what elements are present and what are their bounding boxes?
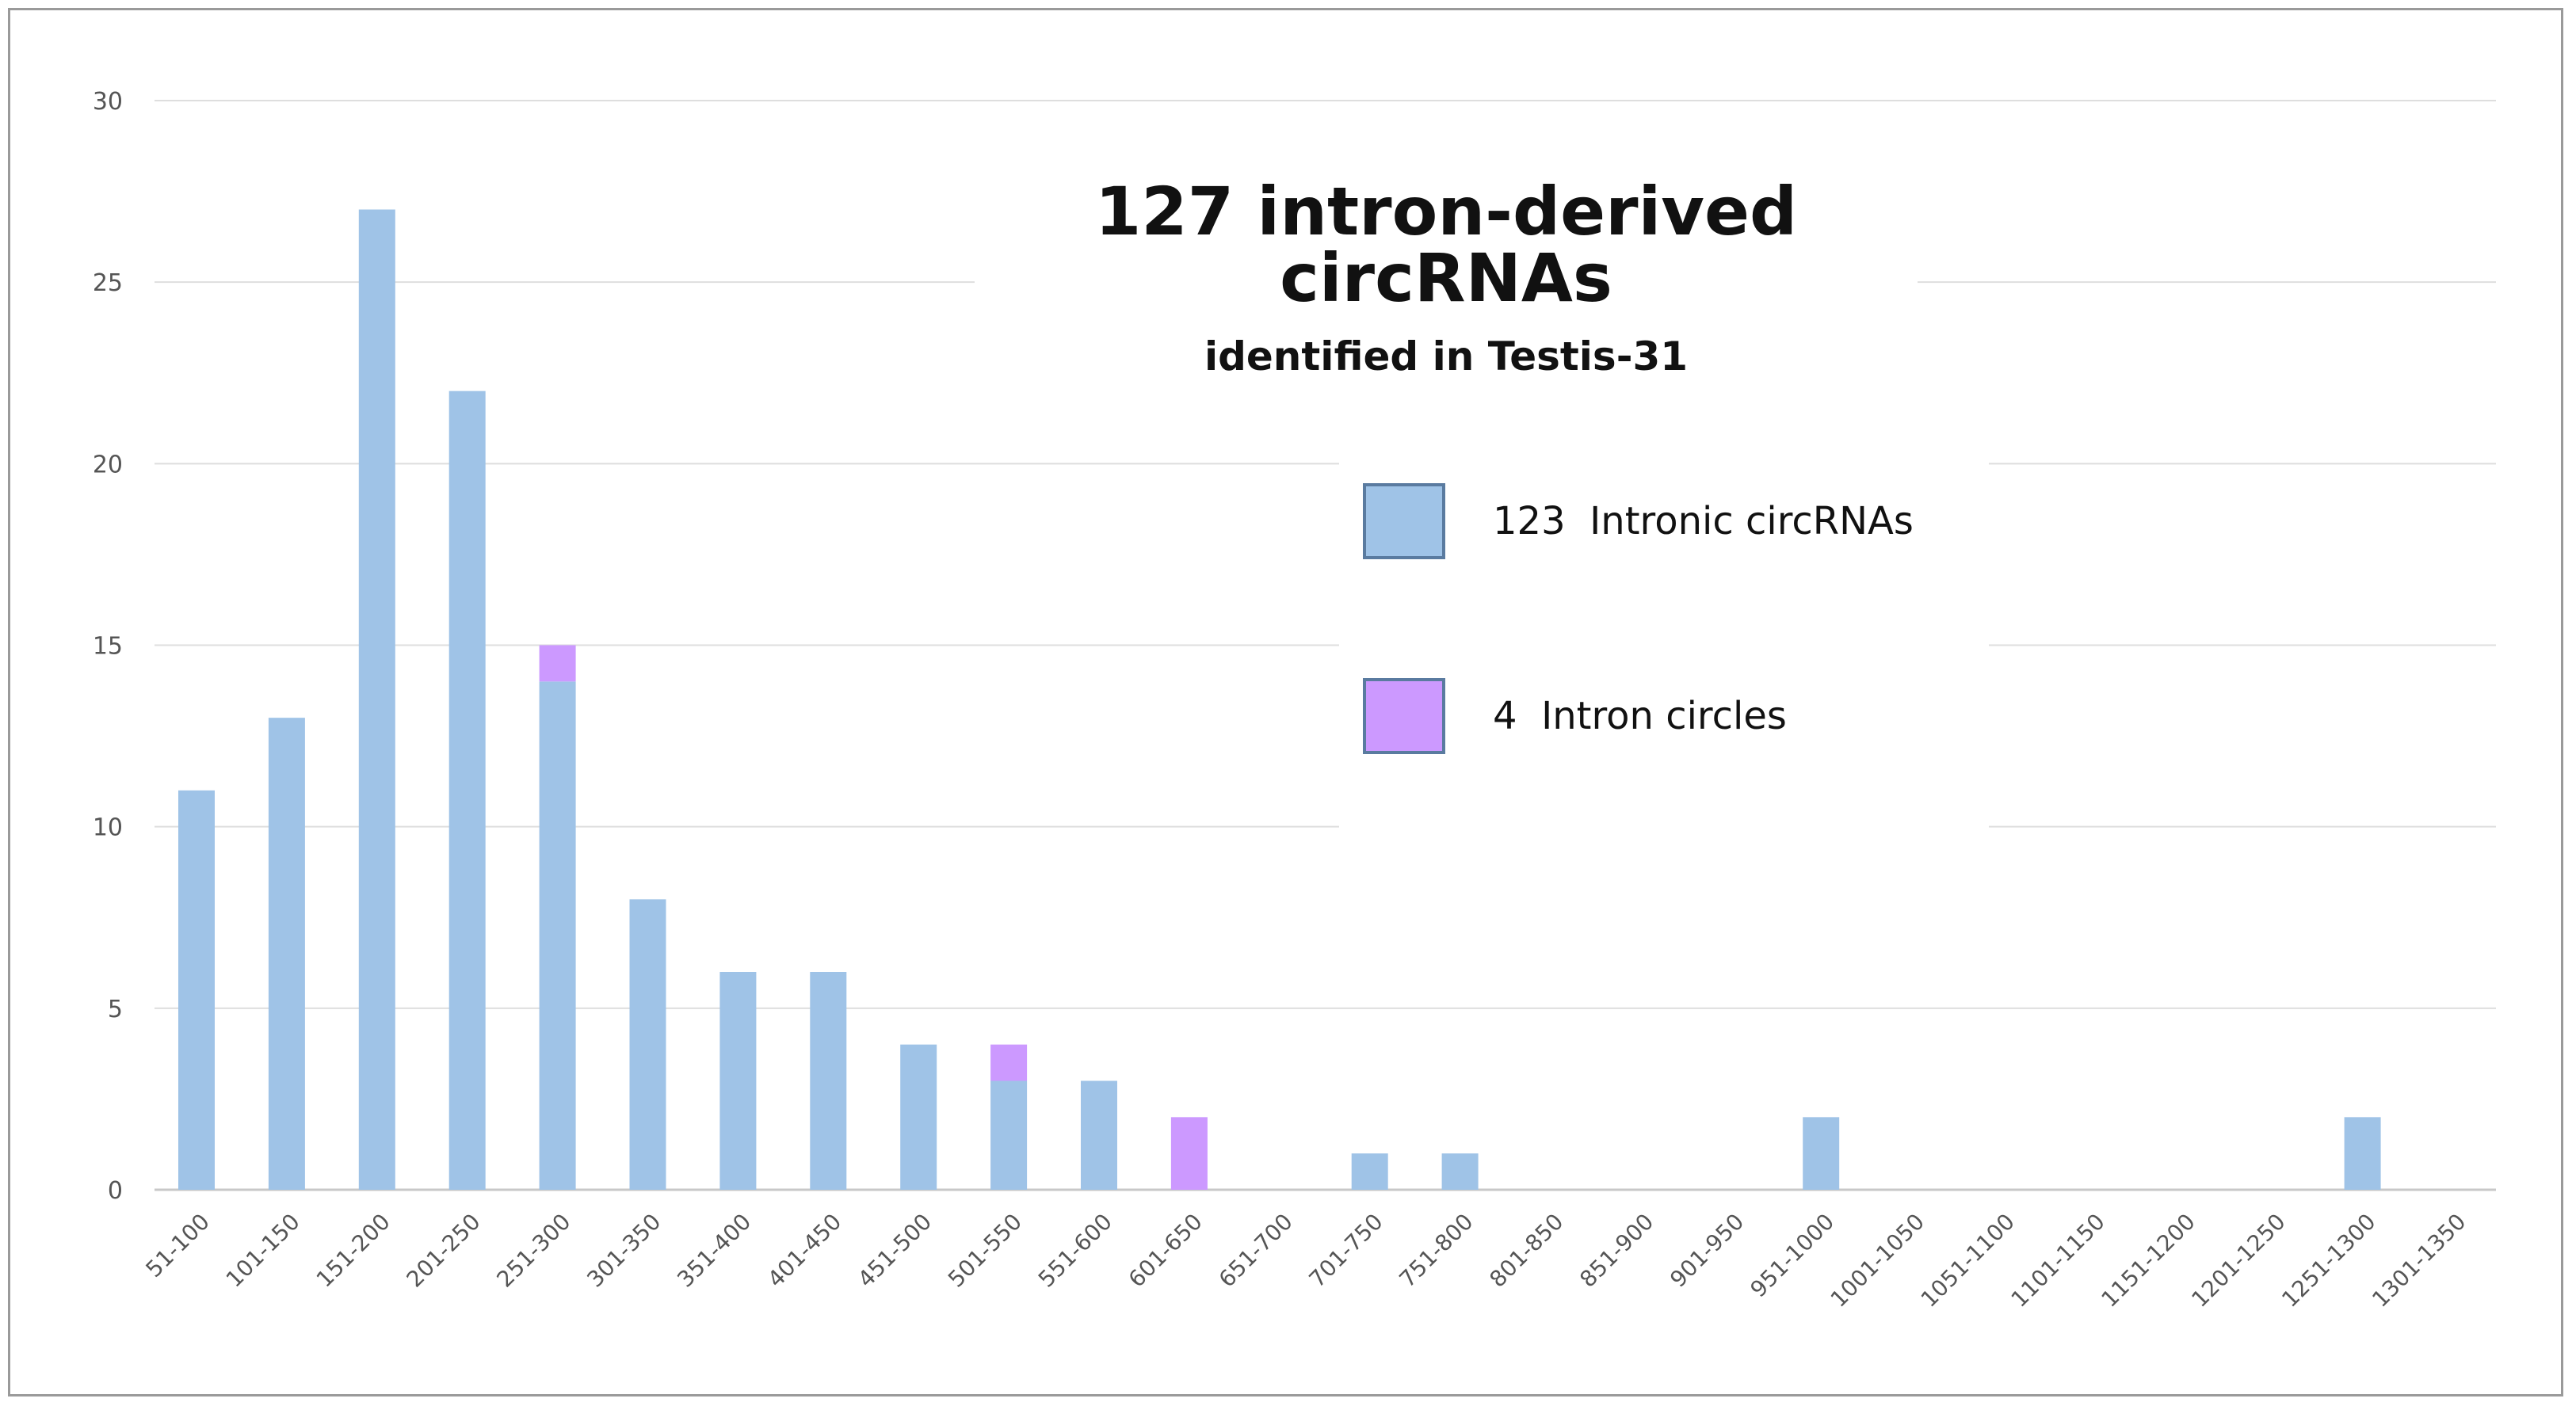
x-tick-label: 501-550 — [943, 1209, 1027, 1293]
bar-intronic — [990, 1080, 1028, 1190]
bar-intronic — [1351, 1153, 1388, 1190]
x-tick-label: 1251-1300 — [2276, 1209, 2380, 1313]
x-tick-label: 801-850 — [1484, 1209, 1568, 1293]
legend-count: 123 — [1493, 499, 1566, 543]
x-tick-label: 301-350 — [582, 1209, 666, 1293]
bar-intron-circle — [1170, 1117, 1208, 1190]
chart-title: 127 intron-derived circRNAs — [1094, 173, 1798, 317]
bar-intronic — [1441, 1153, 1479, 1190]
x-tick-label: 51-100 — [140, 1209, 214, 1282]
y-tick-label: 0 — [108, 1177, 123, 1205]
x-tick-label: 901-950 — [1665, 1209, 1749, 1293]
x-tick-label: 201-250 — [402, 1209, 486, 1293]
y-tick-label: 20 — [93, 451, 123, 478]
legend-label-intronic: 123 Intronic circRNAs — [1493, 499, 1914, 543]
x-tick-label: 101-150 — [221, 1209, 305, 1293]
bar-intronic — [629, 899, 666, 1190]
bar-intronic — [810, 972, 847, 1190]
bar-intron-circle — [539, 645, 576, 682]
x-tick-label: 651-700 — [1214, 1209, 1298, 1293]
x-tick-label: 1301-1350 — [2367, 1209, 2471, 1313]
legend-item-intronic: 123 Intronic circRNAs — [1363, 483, 1914, 559]
x-tick-label: 1101-1150 — [2006, 1209, 2110, 1313]
bar-intronic — [1081, 1080, 1117, 1190]
legend-swatch-intronic — [1363, 483, 1445, 559]
y-tick-label: 5 — [108, 996, 123, 1023]
bar-intronic — [2344, 1117, 2381, 1190]
bar-intronic — [358, 209, 395, 1190]
y-tick-label: 30 — [93, 88, 123, 116]
bar-intronic — [1803, 1117, 1840, 1190]
legend: 123 Intronic circRNAs 4 Intron circles — [1339, 444, 1989, 840]
bar-intronic — [178, 790, 215, 1190]
x-tick-label: 951-1000 — [1745, 1209, 1839, 1303]
chart-subtitle: identified in Testis-31 — [1204, 333, 1689, 379]
y-tick-label: 10 — [93, 814, 123, 842]
bar-intronic — [900, 1044, 937, 1190]
bar-intronic — [539, 681, 576, 1190]
x-axis-ticks: 51-100 101-150 151-200 201-250 251-300 301-35… — [140, 1209, 2471, 1313]
x-tick-label: 401-450 — [762, 1209, 846, 1293]
y-axis-ticks: 0 5 10 15 20 25 30 — [93, 88, 123, 1205]
x-tick-label: 601-650 — [1124, 1209, 1208, 1293]
x-tick-label: 1051-1100 — [1916, 1209, 2020, 1313]
x-tick-label: 151-200 — [311, 1209, 395, 1293]
x-tick-label: 701-750 — [1304, 1209, 1388, 1293]
legend-count: 4 — [1493, 694, 1517, 738]
x-tick-label: 1151-1200 — [2096, 1209, 2200, 1313]
bars — [178, 209, 2381, 1191]
bar-intronic — [448, 391, 486, 1191]
x-tick-label: 451-500 — [853, 1209, 937, 1293]
x-tick-label: 1001-1050 — [1826, 1209, 1929, 1313]
x-tick-label: 751-800 — [1394, 1209, 1478, 1293]
legend-text: Intron circles — [1541, 694, 1787, 738]
x-tick-label: 351-400 — [672, 1209, 756, 1293]
x-tick-label: 551-600 — [1033, 1209, 1117, 1293]
x-tick-label: 1201-1250 — [2186, 1209, 2290, 1313]
x-tick-label: 251-300 — [491, 1209, 575, 1293]
y-tick-label: 15 — [93, 633, 123, 661]
legend-label-intron-circles: 4 Intron circles — [1493, 694, 1787, 738]
title-block: 127 intron-derived circRNAs identified i… — [975, 154, 1918, 379]
legend-swatch-intron-circles — [1363, 678, 1445, 754]
x-tick-label: 851-900 — [1574, 1209, 1658, 1293]
bar-intron-circle — [990, 1044, 1028, 1081]
y-tick-label: 25 — [93, 269, 123, 297]
legend-text: Intronic circRNAs — [1589, 499, 1914, 543]
legend-item-intron-circles: 4 Intron circles — [1363, 678, 1787, 754]
bar-intronic — [719, 972, 757, 1190]
bar-intronic — [268, 718, 305, 1190]
